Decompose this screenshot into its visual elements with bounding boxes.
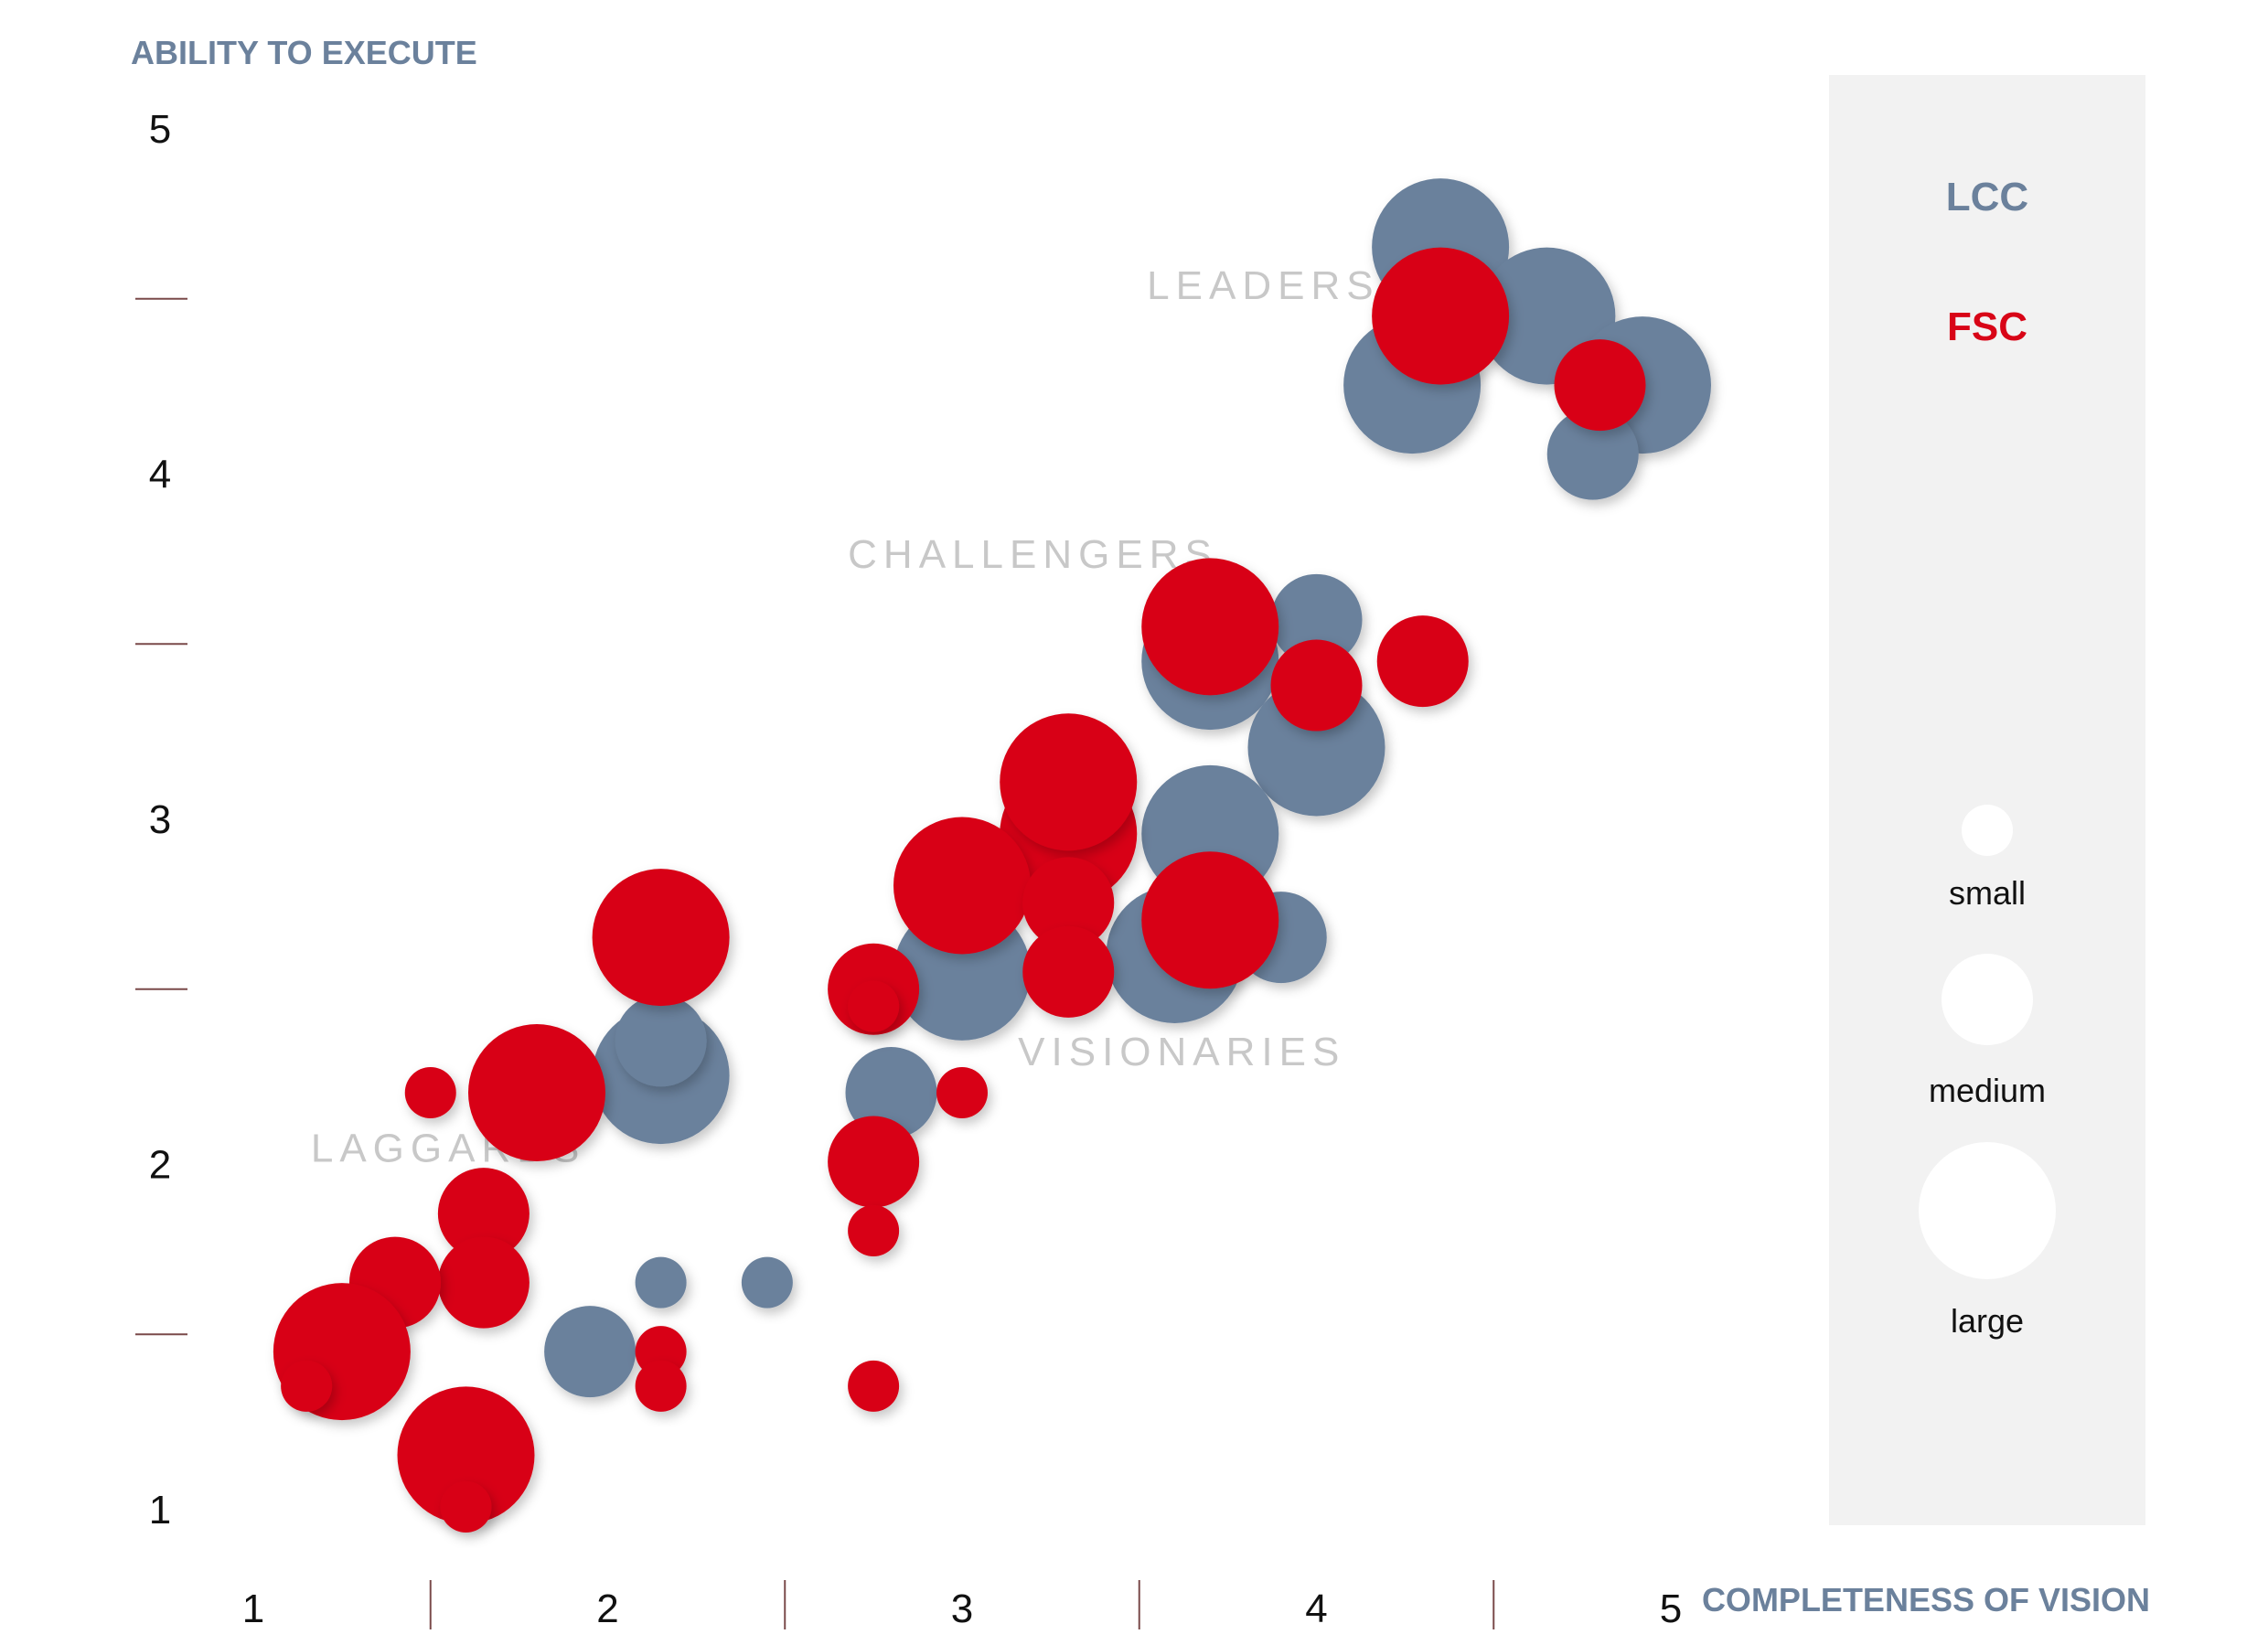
legend-item-lcc: LCC <box>1946 175 2028 219</box>
bubble-fsc <box>848 1360 900 1412</box>
bubble-fsc <box>404 1067 456 1118</box>
bubble-fsc <box>468 1024 605 1161</box>
x-tick-label-5: 5 <box>1660 1586 1682 1631</box>
quadrant-label-visionaries: VISIONARIES <box>1018 1030 1345 1074</box>
bubble-lcc <box>635 1256 687 1309</box>
bubble-fsc <box>893 817 1031 955</box>
bubble-fsc <box>1554 339 1646 432</box>
legend-panel <box>1829 75 2145 1525</box>
bubble-lcc <box>1270 573 1363 666</box>
bubble-fsc <box>281 1360 333 1412</box>
bubble-fsc <box>1022 925 1115 1018</box>
quadrant-label-challengers: CHALLENGERS <box>848 532 1218 577</box>
bubble-fsc <box>1022 857 1115 949</box>
bubble-fsc <box>397 1386 535 1524</box>
y-axis-title: ABILITY TO EXECUTE <box>131 34 477 71</box>
bubble-fsc <box>936 1067 988 1118</box>
x-tick-label-3: 3 <box>951 1586 973 1631</box>
legend-size-large-circle <box>1919 1142 2056 1279</box>
bubble-fsc <box>635 1360 687 1412</box>
legend-size-small-label: small <box>1949 874 2026 912</box>
y-tick-label-3: 3 <box>149 797 171 842</box>
bubble-fsc <box>848 980 900 1032</box>
legend-size-medium-label: medium <box>1929 1072 2046 1109</box>
bubble-fsc <box>1372 247 1510 385</box>
y-tick-label-5: 5 <box>149 107 171 152</box>
bubble-fsc <box>437 1168 530 1260</box>
x-tick-label-2: 2 <box>596 1586 618 1631</box>
bubble-lcc <box>741 1256 793 1309</box>
x-tick-label-4: 4 <box>1305 1586 1327 1631</box>
bubble-fsc <box>1270 639 1363 732</box>
bubbles <box>273 178 1711 1533</box>
bubble-fsc <box>1000 713 1138 851</box>
legend-size-small-circle <box>1962 805 2013 856</box>
y-tick-label-1: 1 <box>149 1488 171 1533</box>
bubble-lcc <box>615 995 707 1087</box>
legend-size-large-label: large <box>1951 1302 2024 1340</box>
bubble-fsc <box>1141 558 1279 696</box>
y-tick-label-4: 4 <box>149 453 171 497</box>
axes: 1 2 3 4 5 1 2 3 4 5 <box>135 107 1682 1631</box>
bubble-fsc <box>1376 615 1469 708</box>
y-tick-label-2: 2 <box>149 1143 171 1188</box>
bubble-lcc <box>544 1306 637 1398</box>
x-tick-label-1: 1 <box>242 1586 264 1631</box>
x-axis-title: COMPLETENESS OF VISION <box>1702 1581 2150 1618</box>
bubble-fsc <box>848 1205 900 1256</box>
bubble-fsc <box>1141 851 1279 989</box>
bubble-fsc <box>592 869 730 1007</box>
legend-item-fsc: FSC <box>1947 304 2027 349</box>
bubble-fsc <box>437 1236 530 1329</box>
bubble-lcc <box>1546 408 1639 500</box>
bubble-fsc <box>440 1481 492 1533</box>
quadrant-label-leaders: LEADERS <box>1147 263 1379 308</box>
bubble-lcc <box>845 1047 937 1138</box>
bubble-fsc <box>828 1116 920 1208</box>
legend-size-medium-circle <box>1942 954 2033 1045</box>
